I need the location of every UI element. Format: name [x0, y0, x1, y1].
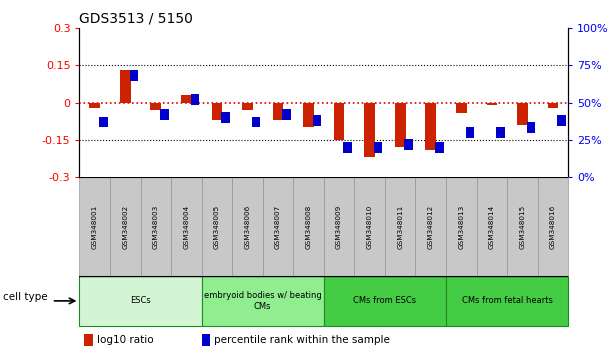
Text: ESCs: ESCs — [130, 296, 151, 306]
Bar — [364, 103, 375, 157]
Bar — [242, 103, 253, 110]
Text: GSM348015: GSM348015 — [519, 205, 525, 249]
Bar — [141, 177, 171, 276]
Text: GSM348011: GSM348011 — [397, 205, 403, 249]
Text: GSM348001: GSM348001 — [92, 205, 98, 249]
Text: embryoid bodies w/ beating
CMs: embryoid bodies w/ beating CMs — [204, 291, 321, 310]
Bar — [527, 122, 535, 133]
Bar — [324, 276, 446, 326]
Bar — [99, 116, 108, 127]
Bar — [354, 177, 385, 276]
Bar — [130, 70, 138, 81]
Text: cell type: cell type — [3, 292, 48, 302]
Bar — [435, 142, 444, 153]
Bar — [343, 142, 352, 153]
Bar — [211, 103, 222, 120]
Bar — [456, 103, 467, 113]
Bar — [150, 103, 161, 110]
Text: log10 ratio: log10 ratio — [97, 335, 153, 345]
Bar — [547, 103, 558, 108]
Bar — [404, 139, 413, 150]
Bar — [324, 177, 354, 276]
Text: GSM348008: GSM348008 — [306, 205, 312, 249]
Text: GSM348013: GSM348013 — [458, 205, 464, 249]
Bar — [415, 177, 446, 276]
Bar — [517, 103, 528, 125]
Bar — [202, 177, 232, 276]
Text: GSM348003: GSM348003 — [153, 205, 159, 249]
Bar — [538, 177, 568, 276]
Bar — [446, 276, 568, 326]
Bar — [89, 103, 100, 108]
Text: CMs from ESCs: CMs from ESCs — [353, 296, 417, 306]
Bar — [507, 177, 538, 276]
Bar — [313, 115, 321, 126]
Bar — [79, 177, 110, 276]
Bar — [425, 103, 436, 150]
Bar — [395, 103, 406, 147]
Bar — [221, 112, 230, 123]
Bar — [252, 116, 260, 127]
Bar — [293, 177, 324, 276]
Text: GSM348004: GSM348004 — [183, 205, 189, 249]
Bar — [120, 70, 131, 103]
Text: GSM348009: GSM348009 — [336, 205, 342, 249]
Bar — [202, 334, 210, 346]
Bar — [303, 103, 314, 127]
Bar — [171, 177, 202, 276]
Bar — [263, 177, 293, 276]
Bar — [496, 127, 505, 138]
Bar — [374, 142, 382, 153]
Text: GSM348014: GSM348014 — [489, 205, 495, 249]
Text: GSM348010: GSM348010 — [367, 205, 373, 249]
Bar — [446, 177, 477, 276]
Bar — [466, 127, 474, 138]
Bar — [202, 276, 324, 326]
Text: GDS3513 / 5150: GDS3513 / 5150 — [79, 12, 193, 26]
Text: percentile rank within the sample: percentile rank within the sample — [214, 335, 390, 345]
Text: GSM348005: GSM348005 — [214, 205, 220, 249]
Bar — [385, 177, 415, 276]
Bar — [181, 95, 192, 103]
Text: GSM348012: GSM348012 — [428, 205, 434, 249]
Bar — [160, 109, 169, 120]
Bar — [232, 177, 263, 276]
Bar — [84, 334, 93, 346]
Text: CMs from fetal hearts: CMs from fetal hearts — [462, 296, 552, 306]
Bar — [110, 177, 141, 276]
Text: GSM348016: GSM348016 — [550, 205, 556, 249]
Bar — [191, 94, 199, 105]
Text: GSM348002: GSM348002 — [122, 205, 128, 249]
Text: GSM348007: GSM348007 — [275, 205, 281, 249]
Bar — [334, 103, 345, 140]
Bar — [486, 103, 497, 105]
Bar — [477, 177, 507, 276]
Bar — [79, 276, 202, 326]
Bar — [273, 103, 284, 120]
Bar — [557, 115, 566, 126]
Bar — [282, 109, 291, 120]
Text: GSM348006: GSM348006 — [244, 205, 251, 249]
